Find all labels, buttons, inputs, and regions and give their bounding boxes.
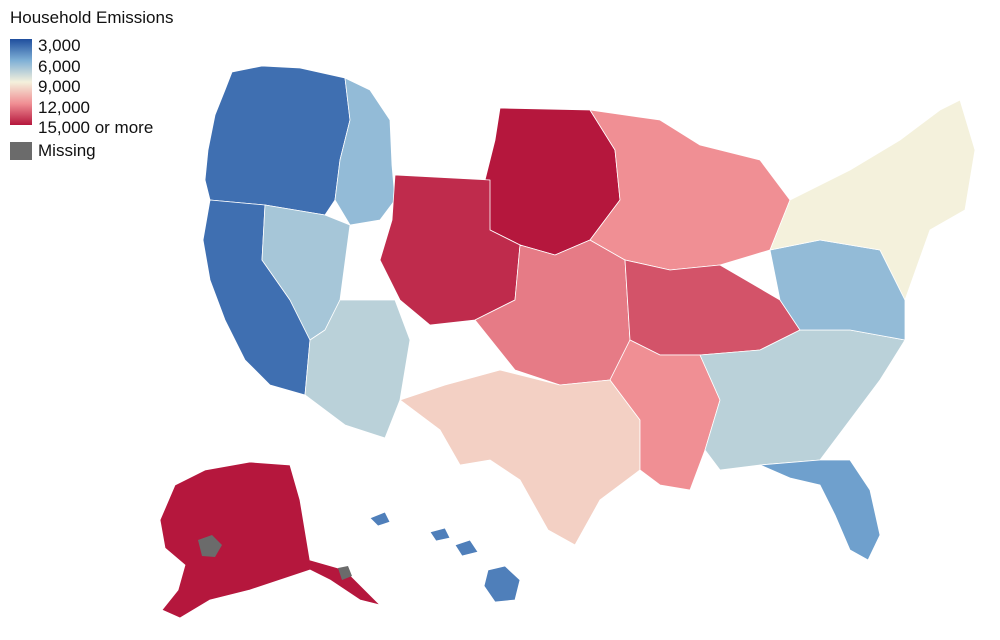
missing-area-alaska-southwest: [198, 535, 222, 557]
legend-missing-entry: Missing: [10, 141, 173, 161]
region-northeast: [769, 99, 976, 301]
legend-tick-6000: 6,000: [38, 56, 81, 76]
legend-ticks: 3,000 6,000 9,000 12,000 15,000 or more: [38, 36, 153, 139]
region-pacific-northwest: [204, 65, 351, 216]
legend-missing-label: Missing: [38, 140, 96, 160]
legend: Household Emissions 3,000 6,000 9,000 12…: [10, 8, 173, 161]
region-upper-midwest: [589, 109, 791, 271]
missing-area-alaska-panhandle: [338, 566, 352, 580]
legend-title: Household Emissions: [10, 8, 174, 27]
map-regions: [159, 65, 976, 619]
region-southwest: [304, 299, 411, 439]
legend-color-scale: 3,000 6,000 9,000 12,000 15,000 or more: [10, 36, 173, 139]
legend-tick-12000: 12,000: [38, 97, 90, 117]
legend-color-ramp: [10, 39, 32, 125]
map-missing-areas: [198, 535, 352, 580]
region-northern-rockies: [334, 77, 396, 226]
region-alaska: [159, 461, 381, 619]
region-hawaii: [369, 511, 521, 603]
region-florida: [759, 459, 881, 561]
legend-missing-swatch: [10, 141, 32, 160]
legend-tick-9000: 9,000: [38, 77, 81, 96]
legend-tick-3000: 3,000: [38, 36, 81, 55]
region-mid-mississippi: [624, 259, 801, 356]
region-texas: [399, 369, 641, 546]
legend-tick-15000-or-more: 15,000 or more: [38, 118, 154, 137]
